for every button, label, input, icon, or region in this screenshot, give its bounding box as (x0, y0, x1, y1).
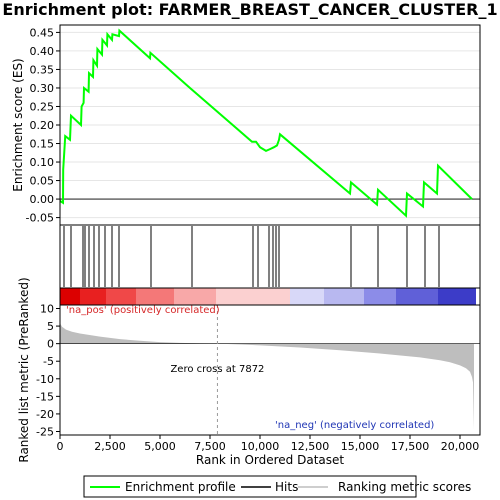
es-panel: -0.05 0.00 0.05 0.10 0.15 0.20 0.25 0.30 0.35 0.4… (11, 25, 480, 225)
hits-panel (60, 225, 480, 288)
x-tick-label: 15,000 (341, 440, 380, 453)
chart-title: Enrichment plot: FARMER_BREAST_CANCER_CL… (2, 0, 497, 19)
x-tick-label: 20,000 (441, 440, 480, 453)
es-y-tick-label: -0.05 (26, 212, 54, 225)
metric-y-tick-label: -15 (36, 390, 54, 403)
legend-enrichment-label: Enrichment profile (125, 480, 236, 494)
rank-colorbar-panel (60, 288, 480, 305)
es-y-tick-label: 0.25 (30, 100, 55, 113)
colorbar-segment (438, 288, 476, 305)
es-y-tick-label: 0.45 (30, 26, 55, 39)
colorbar-segment (174, 288, 216, 305)
x-tick-label: 17,500 (391, 440, 430, 453)
x-tick-label: 0 (57, 440, 64, 453)
x-tick-label: 7,500 (194, 440, 226, 453)
legend-hits-label: Hits (275, 480, 298, 494)
es-y-tick-label: 0.40 (30, 45, 55, 58)
legend: Enrichment profile Hits Ranking metric s… (84, 476, 471, 497)
rank-colorbar (60, 288, 476, 305)
colorbar-segment (324, 288, 364, 305)
x-tick-label: 10,000 (241, 440, 280, 453)
es-y-tick-label: 0.05 (30, 175, 55, 188)
x-tick-label: 2,500 (94, 440, 126, 453)
x-axis-label: Rank in Ordered Dataset (196, 453, 344, 467)
es-y-tick-label: 0.20 (30, 119, 55, 132)
es-y-tick-label: 0.35 (30, 63, 55, 76)
colorbar-segment (136, 288, 174, 305)
x-axis-ticks: 0 2,500 5,000 7,500 10,000 12,500 15,000 17,500… (57, 435, 480, 453)
metric-y-tick-label: 0 (47, 338, 54, 351)
colorbar-segment (290, 288, 324, 305)
metric-y-tick-label: 5 (47, 320, 54, 333)
x-tick-label: 12,500 (291, 440, 330, 453)
metric-y-tick-label: -10 (36, 373, 54, 386)
metric-y-tick-label: -5 (43, 355, 54, 368)
colorbar-segment (106, 288, 136, 305)
es-y-tick-label: 0.10 (30, 156, 55, 169)
es-y-tick-label: 0.15 (30, 138, 55, 151)
metric-y-tick-label: 10 (40, 303, 54, 316)
es-y-tick-label: 0.00 (30, 193, 55, 206)
colorbar-segment (364, 288, 396, 305)
metric-y-ticks: 10 5 0 -5 -10 -15 -20 -25 (36, 303, 60, 439)
colorbar-segment (80, 288, 106, 305)
colorbar-segment (60, 288, 80, 305)
positive-correlation-label: 'na_pos' (positively correlated) (66, 305, 220, 316)
zero-cross-label: Zero cross at 7872 (170, 364, 264, 375)
es-y-tick-label: 0.30 (30, 82, 55, 95)
metric-y-axis-label: Ranked list metric (PreRanked) (17, 277, 31, 462)
negative-correlation-label: 'na_neg' (negatively correlated) (275, 420, 434, 431)
colorbar-segment (396, 288, 438, 305)
metric-y-tick-label: -25 (36, 425, 54, 438)
legend-metric-label: Ranking metric scores (338, 480, 471, 494)
x-tick-label: 5,000 (144, 440, 176, 453)
metric-y-tick-label: -20 (36, 408, 54, 421)
es-y-ticks: -0.05 0.00 0.05 0.10 0.15 0.20 0.25 0.30 0.35 0.4… (26, 26, 60, 224)
colorbar-segment (216, 288, 290, 305)
es-y-axis-label: Enrichment score (ES) (11, 58, 25, 191)
metric-panel: 'na_pos' (positively correlated) Zero cr… (17, 277, 480, 467)
